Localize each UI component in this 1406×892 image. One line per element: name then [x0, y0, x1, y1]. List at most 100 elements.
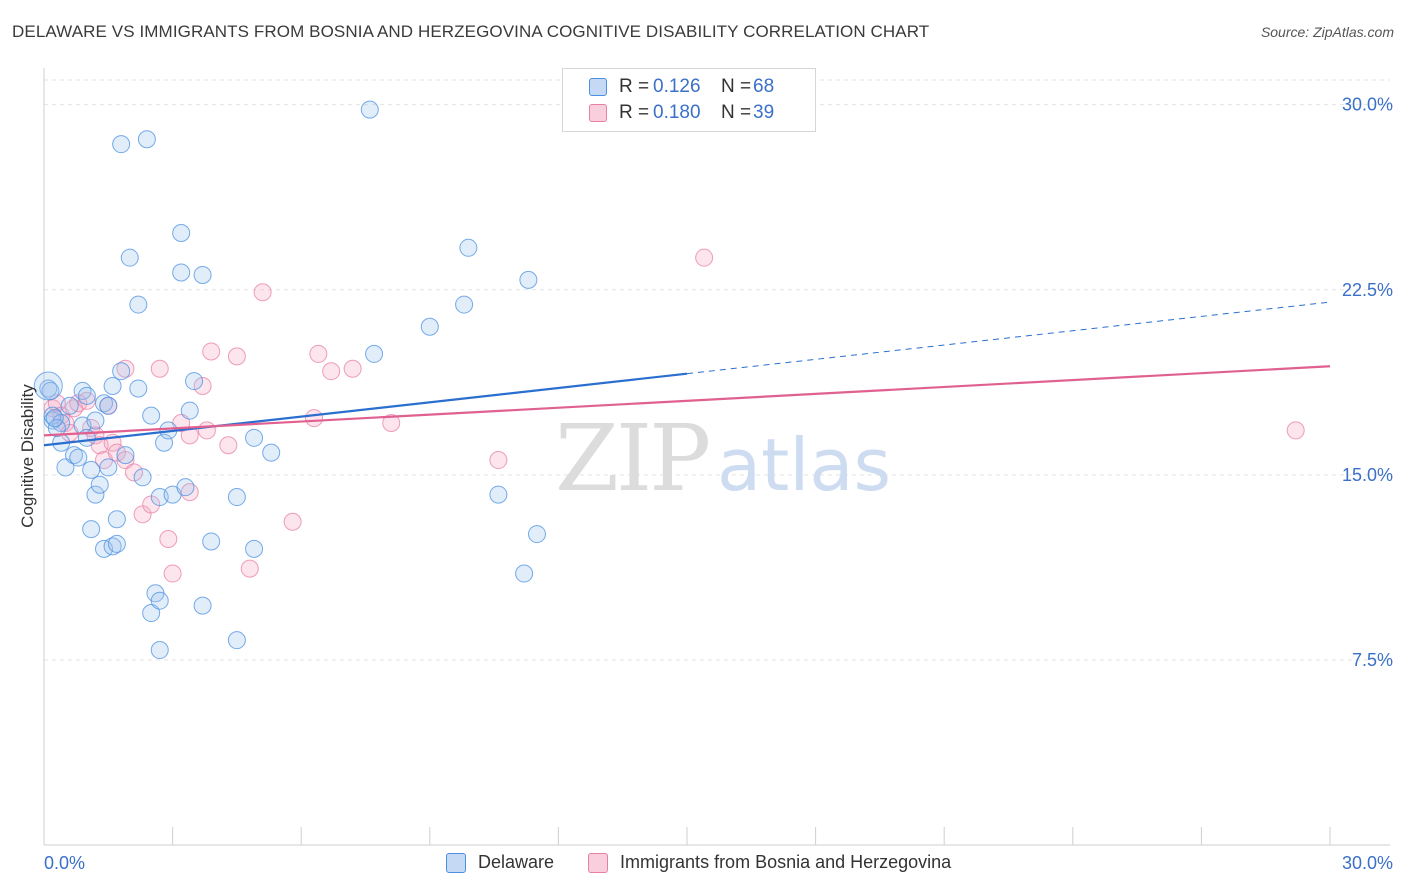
bosnia-point: [489, 451, 508, 470]
delaware-point: [193, 596, 212, 615]
y-tick-label: 22.5%: [1342, 280, 1393, 300]
legend-label-delaware: Delaware: [478, 852, 555, 872]
delaware-point: [519, 270, 538, 289]
bosnia-point: [219, 436, 238, 455]
delaware-point: [107, 510, 126, 529]
bosnia-point: [309, 344, 328, 363]
axis-labels: 7.5% 15.0% 22.5% 30.0% 0.0% 30.0% Cognitive Di…: [18, 95, 1393, 873]
delaware-trend-extension: [686, 301, 1331, 375]
delaware-point: [56, 458, 75, 477]
x-tick-label: 30.0%: [1342, 853, 1393, 873]
delaware-point: [172, 224, 191, 242]
delaware-point: [245, 539, 264, 558]
bosnia-point: [283, 512, 302, 531]
bosnia-point: [1286, 421, 1305, 440]
legend-n-label: N =: [721, 76, 752, 97]
delaware-point: [150, 591, 169, 610]
source-label: Source: ZipAtlas.com: [1260, 24, 1394, 40]
delaware-point: [86, 411, 105, 430]
bosnia-point: [116, 451, 135, 470]
delaware-point: [82, 460, 101, 479]
delaware-point: [60, 396, 79, 415]
axes: [43, 68, 1390, 846]
legend-n-label: N =: [721, 102, 752, 123]
delaware-point: [193, 265, 212, 284]
delaware-point: [116, 446, 135, 465]
delaware-point: [137, 130, 156, 149]
y-tick-label: 15.0%: [1342, 465, 1393, 485]
delaware-point: [527, 525, 546, 544]
legend-n-value: 39: [753, 102, 775, 123]
legend-r-label: R =: [619, 76, 650, 97]
watermark-zip: ZIP: [555, 405, 708, 512]
bosnia-trend-line: [43, 365, 1331, 437]
delaware-point: [77, 386, 96, 405]
legend-row-delaware: R = 0.126 N = 68: [589, 75, 774, 99]
delaware-point: [459, 238, 478, 257]
delaware-point: [202, 532, 221, 551]
delaware-point: [69, 448, 88, 467]
chart-title: DELAWARE VS IMMIGRANTS FROM BOSNIA AND H…: [12, 22, 930, 41]
correlation-legend: R = 0.126 N = 68 R = 0.180 N = 39: [562, 68, 816, 132]
delaware-point: [86, 485, 105, 504]
delaware-point: [112, 362, 131, 381]
y-tick-label: 30.0%: [1342, 95, 1393, 115]
delaware-point: [245, 428, 264, 447]
y-axis-label: Cognitive Disability: [18, 384, 37, 528]
delaware-point: [133, 468, 152, 487]
watermark-atlas: atlas: [717, 423, 891, 507]
bosnia-point: [193, 377, 212, 395]
bosnia-point: [197, 421, 216, 440]
delaware-point: [185, 372, 204, 391]
delaware-point: [142, 604, 161, 623]
legend-swatch-bosnia: [588, 852, 609, 873]
bosnia-point: [159, 530, 178, 548]
delaware-point: [180, 401, 199, 420]
y-tick-label: 7.5%: [1352, 650, 1393, 670]
bosnia-point: [163, 564, 182, 583]
delaware-point: [82, 520, 101, 539]
delaware-point: [129, 295, 148, 314]
delaware-point: [365, 344, 384, 363]
delaware-point: [45, 409, 64, 428]
bosnia-point: [343, 359, 362, 378]
delaware-point: [515, 564, 534, 583]
delaware-point: [90, 475, 109, 494]
bosnia-point: [305, 409, 324, 428]
delaware-point: [99, 458, 118, 477]
delaware-point: [39, 379, 58, 398]
delaware-point: [176, 478, 195, 497]
legend-row-bosnia: R = 0.180 N = 39: [589, 101, 774, 125]
legend-swatch-delaware: [446, 852, 466, 873]
delaware-points: [33, 100, 546, 660]
delaware-point: [103, 377, 122, 395]
series-legend: Delaware Immigrants from Bosnia and Herz…: [446, 852, 985, 873]
legend-n-value: 68: [753, 76, 775, 97]
delaware-point: [150, 641, 169, 660]
delaware-point: [227, 488, 246, 507]
legend-r-label: R =: [619, 102, 650, 123]
delaware-point: [455, 295, 474, 314]
bosnia-point: [253, 283, 272, 302]
bosnia-point: [125, 463, 144, 482]
delaware-point: [227, 631, 246, 650]
delaware-trend-line: [43, 372, 688, 447]
x-tick-label: 0.0%: [44, 853, 85, 873]
delaware-point: [112, 135, 131, 154]
trend-lines: [43, 301, 1331, 447]
legend-r-value: 0.180: [653, 102, 701, 123]
bosnia-point: [322, 362, 341, 381]
bosnia-point: [695, 248, 714, 267]
delaware-point: [360, 100, 379, 119]
legend-label-bosnia: Immigrants from Bosnia and Herzegovina: [620, 852, 952, 872]
watermark: ZIP atlas: [555, 405, 891, 512]
legend-item-delaware: Delaware: [446, 852, 554, 873]
delaware-point: [129, 379, 148, 398]
bosnia-point: [227, 347, 246, 366]
delaware-point: [262, 443, 281, 462]
delaware-point: [420, 317, 439, 336]
bosnia-point: [150, 359, 169, 378]
delaware-point: [33, 371, 63, 401]
delaware-point: [489, 485, 508, 504]
